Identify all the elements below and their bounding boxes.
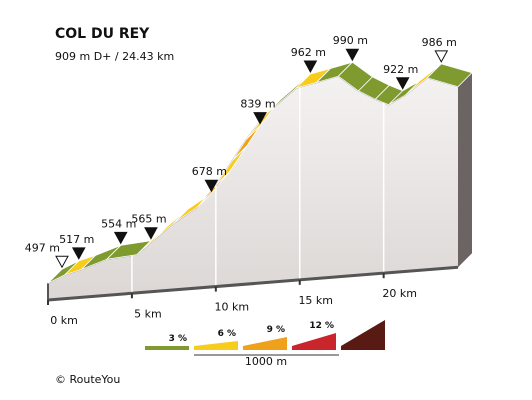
subtitle: 909 m D+ / 24.43 km <box>55 50 174 63</box>
waypoint-label: 839 m <box>240 98 275 111</box>
legend-label: 9 % <box>267 325 285 335</box>
legend-swatch <box>145 346 189 350</box>
legend-swatch <box>341 320 385 350</box>
waypoint-label: 990 m <box>333 34 368 47</box>
waypoint-marker <box>395 77 410 90</box>
waypoint-label: 986 m <box>422 36 457 49</box>
legend-swatch <box>292 333 336 350</box>
waypoint-label: 678 m <box>192 165 227 178</box>
chart-title: COL DU REY <box>55 26 150 42</box>
x-tick-label: 0 km <box>50 314 78 327</box>
waypoint-marker <box>71 247 86 260</box>
legend-swatch <box>243 337 287 350</box>
waypoint-marker <box>204 179 219 193</box>
waypoint-label: 922 m <box>383 63 418 76</box>
waypoint-label: 497 m <box>25 241 60 254</box>
legend-label: 12 % <box>309 321 334 331</box>
waypoint-marker <box>434 50 449 63</box>
waypoint-label: 554 m <box>101 217 136 230</box>
waypoint-label: 565 m <box>131 213 166 226</box>
credit: © RouteYou <box>55 373 120 386</box>
legend-label: 3 % <box>169 334 187 344</box>
x-tick-label: 20 km <box>382 287 417 300</box>
slab-face <box>48 76 458 300</box>
slab-side <box>458 72 472 268</box>
slab-bottom <box>47 265 459 302</box>
scale-label: 1000 m <box>245 355 287 368</box>
waypoint-marker <box>113 231 128 245</box>
legend-label: 6 % <box>218 329 236 339</box>
x-tick-label: 5 km <box>134 307 162 320</box>
waypoint-marker <box>144 227 158 240</box>
x-tick-label: 15 km <box>298 294 333 307</box>
waypoint-label: 517 m <box>59 233 94 246</box>
x-tick-label: 10 km <box>215 301 250 314</box>
waypoint-marker <box>253 112 267 125</box>
grade-segment <box>426 63 473 88</box>
waypoint-label: 962 m <box>291 46 326 59</box>
waypoint-marker <box>345 48 360 62</box>
waypoint-marker <box>303 60 318 74</box>
legend-swatch <box>194 341 238 350</box>
waypoint-marker <box>55 255 69 269</box>
